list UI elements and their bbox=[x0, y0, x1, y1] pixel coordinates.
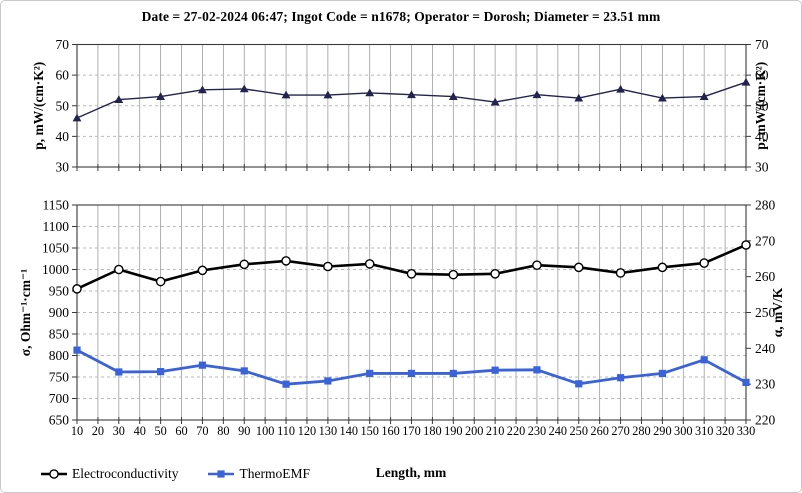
svg-text:300: 300 bbox=[674, 424, 692, 438]
svg-text:240: 240 bbox=[755, 341, 776, 356]
svg-text:1150: 1150 bbox=[43, 198, 70, 213]
svg-text:900: 900 bbox=[49, 305, 70, 320]
svg-text:190: 190 bbox=[444, 424, 462, 438]
svg-text:150: 150 bbox=[360, 424, 378, 438]
svg-text:60: 60 bbox=[56, 68, 70, 83]
legend-label-electroconductivity: Electroconductivity bbox=[72, 466, 179, 481]
svg-text:240: 240 bbox=[549, 424, 567, 438]
legend-item-electroconductivity: Electroconductivity bbox=[40, 466, 178, 482]
svg-text:90: 90 bbox=[238, 424, 250, 438]
svg-text:10: 10 bbox=[71, 424, 83, 438]
legend-label-thermoemf: ThermoEMF bbox=[239, 466, 310, 481]
svg-text:60: 60 bbox=[755, 68, 769, 83]
svg-text:σ, Ohm⁻¹·cm⁻¹: σ, Ohm⁻¹·cm⁻¹ bbox=[18, 269, 33, 356]
electroconductivity-line-marker-icon bbox=[41, 469, 67, 479]
svg-text:230: 230 bbox=[755, 377, 776, 392]
svg-text:320: 320 bbox=[716, 424, 734, 438]
svg-text:p, mW/(cm·K²): p, mW/(cm·K²) bbox=[753, 62, 768, 150]
svg-text:310: 310 bbox=[695, 424, 713, 438]
svg-text:270: 270 bbox=[755, 233, 776, 248]
svg-text:40: 40 bbox=[755, 129, 769, 144]
svg-text:50: 50 bbox=[56, 98, 70, 113]
svg-text:250: 250 bbox=[570, 424, 588, 438]
conductivity-thermoemf-chart: 10 20 30 40 50 60 70 80 90 100 110 120 130 140 150 160 1… bbox=[18, 198, 785, 439]
svg-text:170: 170 bbox=[402, 424, 420, 438]
svg-text:30: 30 bbox=[755, 160, 769, 175]
svg-text:1000: 1000 bbox=[42, 262, 69, 277]
svg-text:750: 750 bbox=[49, 370, 70, 385]
thermoemf-line-marker-icon bbox=[208, 470, 235, 478]
svg-text:200: 200 bbox=[465, 424, 483, 438]
svg-text:30: 30 bbox=[56, 160, 70, 175]
svg-text:290: 290 bbox=[653, 424, 671, 438]
svg-text:1050: 1050 bbox=[42, 241, 69, 256]
x-axis-title: Length, mm bbox=[375, 465, 447, 480]
svg-text:230: 230 bbox=[528, 424, 546, 438]
svg-text:110: 110 bbox=[277, 424, 295, 438]
svg-text:120: 120 bbox=[298, 424, 316, 438]
svg-text:50: 50 bbox=[154, 424, 166, 438]
svg-text:210: 210 bbox=[486, 424, 504, 438]
svg-text:800: 800 bbox=[49, 348, 70, 363]
svg-text:280: 280 bbox=[755, 198, 776, 213]
svg-text:140: 140 bbox=[340, 424, 358, 438]
svg-text:30: 30 bbox=[113, 424, 125, 438]
svg-text:20: 20 bbox=[92, 424, 104, 438]
svg-text:850: 850 bbox=[49, 327, 70, 342]
svg-text:700: 700 bbox=[49, 391, 70, 406]
svg-text:250: 250 bbox=[755, 305, 776, 320]
svg-text:1100: 1100 bbox=[43, 219, 70, 234]
svg-text:260: 260 bbox=[755, 269, 776, 284]
svg-text:130: 130 bbox=[319, 424, 337, 438]
svg-text:160: 160 bbox=[381, 424, 399, 438]
svg-text:60: 60 bbox=[175, 424, 187, 438]
svg-text:70: 70 bbox=[755, 37, 769, 52]
svg-text:p, mW/(cm·K²): p, mW/(cm·K²) bbox=[31, 62, 46, 150]
svg-text:280: 280 bbox=[632, 424, 650, 438]
svg-text:330: 330 bbox=[737, 424, 755, 438]
svg-text:950: 950 bbox=[49, 284, 70, 299]
svg-text:80: 80 bbox=[217, 424, 229, 438]
svg-text:260: 260 bbox=[590, 424, 608, 438]
svg-text:180: 180 bbox=[423, 424, 441, 438]
svg-text:650: 650 bbox=[49, 413, 70, 428]
svg-text:40: 40 bbox=[134, 424, 146, 438]
legend: Electroconductivity ThermoEMF bbox=[40, 465, 310, 483]
svg-text:40: 40 bbox=[56, 129, 70, 144]
chart-title: Date = 27-02-2024 06:47; Ingot Code = n1… bbox=[141, 9, 661, 24]
svg-text:100: 100 bbox=[256, 424, 274, 438]
svg-text:220: 220 bbox=[507, 424, 525, 438]
svg-text:50: 50 bbox=[755, 98, 769, 113]
svg-text:270: 270 bbox=[611, 424, 629, 438]
svg-text:220: 220 bbox=[755, 413, 776, 428]
svg-text:70: 70 bbox=[196, 424, 208, 438]
power-factor-chart: 30 40 50 60 70 30 40 50 60 70 p, mW/(cm·K²) p, mW/(… bbox=[31, 37, 769, 175]
svg-text:70: 70 bbox=[56, 37, 70, 52]
legend-item-thermoemf: ThermoEMF bbox=[207, 466, 310, 482]
svg-text:α, mV/K: α, mV/K bbox=[770, 287, 785, 337]
